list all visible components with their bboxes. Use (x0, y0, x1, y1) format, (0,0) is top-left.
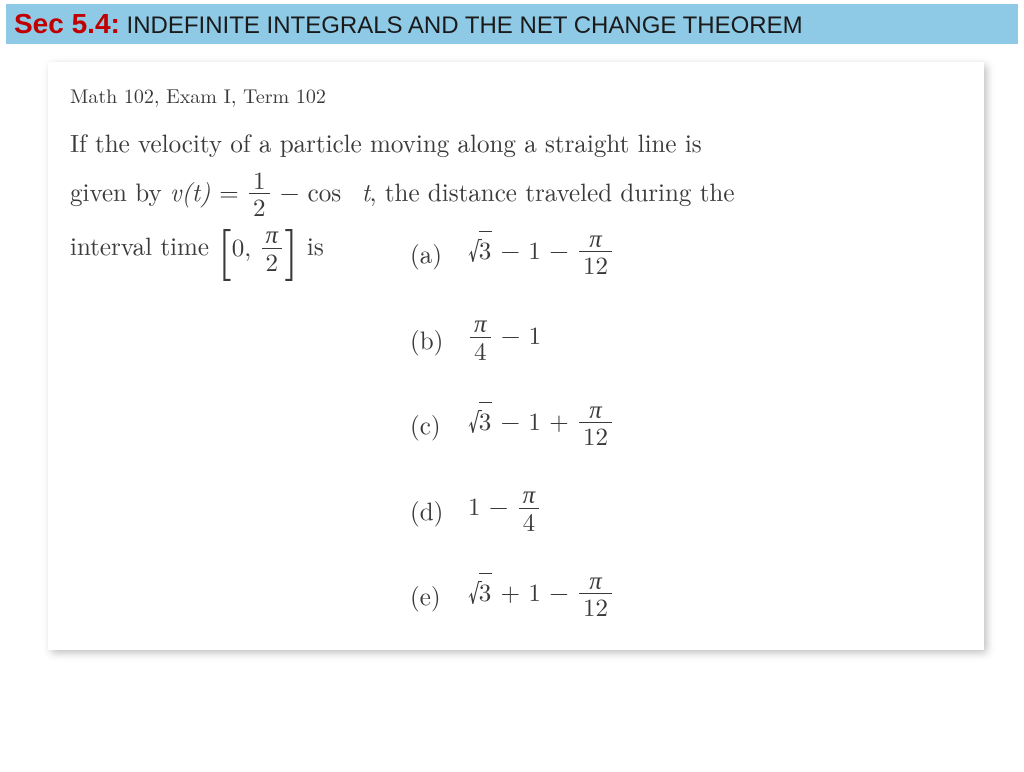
choice-c: (c) 3 − 1 + π 12 (410, 398, 956, 452)
cos-arg: t (349, 174, 369, 209)
interval: 0, π 2 (232, 223, 284, 277)
section-title: INDEFINITE INTEGRALS AND THE NET CHANGE … (120, 12, 803, 39)
problem-line3-post: is (307, 228, 324, 263)
answer-choices: (a) 3 − 1 − π 12 (b) π 4 − 1 ( (410, 227, 956, 623)
section-header: Sec 5.4: INDEFINITE INTEGRALS AND THE NE… (6, 4, 1018, 44)
exam-header: Math 102, Exam I, Term 102 (70, 80, 956, 109)
pi-over-4: π 4 (519, 481, 540, 535)
choice-b: (b) π 4 − 1 (410, 312, 956, 366)
problem-line3-pre: interval time (70, 228, 217, 263)
cos: cos (308, 174, 341, 209)
choice-expr: 3 − 1 − π 12 (468, 227, 614, 281)
choice-label: (d) (410, 493, 450, 528)
choice-expr: 3 − 1 + π 12 (468, 398, 614, 452)
problem-line2-pre: given by (70, 174, 170, 209)
choice-d: (d) 1 − π 4 (410, 483, 956, 537)
problem-line1: If the velocity of a particle moving alo… (70, 125, 702, 160)
sqrt-icon: 3 (468, 571, 492, 609)
choice-label: (b) (410, 322, 450, 357)
equals: = (219, 174, 247, 209)
choice-e: (e) 3 + 1 − π 12 (410, 569, 956, 623)
problem-line2-post: , the distance traveled during the (370, 174, 735, 209)
section-number: Sec 5.4: (14, 8, 120, 39)
choice-label: (c) (410, 407, 450, 442)
choice-expr: 3 + 1 − π 12 (468, 569, 614, 623)
choice-label: (a) (410, 236, 450, 271)
pi-over-2: π 2 (262, 221, 283, 275)
pi-over-12: π 12 (579, 567, 612, 621)
velocity-function: v(t) (170, 174, 219, 209)
minus: − (280, 174, 308, 209)
one-half: 1 2 (249, 167, 270, 221)
choice-expr: 1 − π 4 (468, 483, 541, 537)
sqrt-icon: 3 (468, 400, 492, 438)
pi-over-12: π 12 (579, 396, 612, 450)
choice-a: (a) 3 − 1 − π 12 (410, 227, 956, 281)
problem-card: Math 102, Exam I, Term 102 If the veloci… (48, 62, 984, 650)
pi-over-12: π 12 (579, 225, 612, 279)
choice-expr: π 4 − 1 (468, 312, 541, 366)
pi-over-4: π 4 (470, 310, 491, 364)
choice-label: (e) (410, 578, 450, 613)
sqrt-icon: 3 (468, 229, 492, 267)
